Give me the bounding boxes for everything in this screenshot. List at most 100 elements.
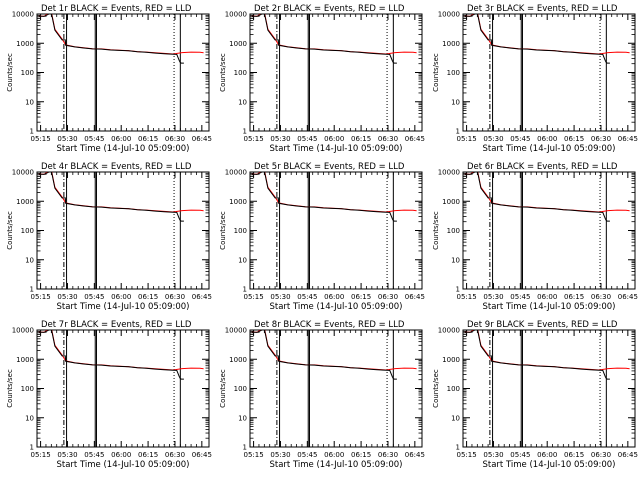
event-rate-line bbox=[251, 172, 397, 222]
x-tick-label: 06:00 bbox=[324, 135, 344, 143]
y-axis-label: Counts/sec bbox=[432, 369, 440, 408]
x-tick-label: 05:45 bbox=[510, 135, 530, 143]
y-axis-label: Counts/sec bbox=[219, 211, 227, 250]
x-axis-label: Start Time (14-Jul-10 05:09:00) bbox=[57, 460, 190, 470]
chart-panel-7: Det 7r BLACK = Events, RED = LLD 1 10 100 10… bbox=[6, 320, 212, 470]
y-tick-label: 100 bbox=[234, 227, 247, 235]
x-tick-label: 05:30 bbox=[270, 451, 290, 459]
y-tick-label: 10000 bbox=[12, 11, 34, 19]
x-tick-label: 06:45 bbox=[405, 293, 425, 301]
plot-frame bbox=[462, 171, 636, 290]
x-tick-label: 06:00 bbox=[537, 451, 557, 459]
chart-title: Det 3r BLACK = Events, RED = LLD bbox=[467, 4, 618, 14]
x-tick-label: 06:30 bbox=[591, 135, 611, 143]
plot-area bbox=[251, 14, 417, 131]
x-tick-label: 06:15 bbox=[351, 451, 371, 459]
x-axis-label: Start Time (14-Jul-10 05:09:00) bbox=[270, 144, 403, 154]
y-axis-label: Counts/sec bbox=[432, 211, 440, 250]
y-tick-label: 10000 bbox=[225, 327, 247, 335]
y-tick-label: 1000 bbox=[442, 356, 460, 364]
event-rate-line bbox=[251, 14, 397, 64]
x-tick-label: 05:15 bbox=[30, 451, 50, 459]
chart-panel-8: Det 8r BLACK = Events, RED = LLD 1 10 100 10… bbox=[219, 320, 425, 470]
event-rate-line bbox=[464, 172, 610, 222]
chart-panel-3: Det 3r BLACK = Events, RED = LLD 1 10 100 10… bbox=[432, 4, 638, 154]
x-tick-label: 06:45 bbox=[618, 451, 638, 459]
plot-area bbox=[251, 172, 417, 289]
x-tick-label: 05:15 bbox=[456, 451, 476, 459]
y-tick-label: 100 bbox=[21, 385, 34, 393]
plot-frame bbox=[36, 171, 210, 290]
x-tick-label: 06:30 bbox=[378, 293, 398, 301]
y-tick-label: 100 bbox=[447, 227, 460, 235]
x-tick-label: 05:15 bbox=[243, 451, 263, 459]
y-tick-label: 10 bbox=[451, 98, 460, 106]
chart-panel-5: Det 5r BLACK = Events, RED = LLD 1 10 100 10… bbox=[219, 162, 425, 312]
chart-panel-2: Det 2r BLACK = Events, RED = LLD 1 10 100 10… bbox=[219, 4, 425, 154]
y-tick-label: 1 bbox=[30, 128, 34, 136]
chart-panel-1: Det 1r BLACK = Events, RED = LLD 1 10 100 10… bbox=[6, 4, 212, 154]
y-tick-label: 1000 bbox=[16, 198, 34, 206]
y-tick-label: 10000 bbox=[12, 327, 34, 335]
event-rate-line bbox=[251, 330, 397, 380]
x-tick-label: 06:30 bbox=[165, 135, 185, 143]
plot-frame bbox=[36, 13, 210, 132]
x-tick-label: 06:15 bbox=[564, 451, 584, 459]
x-axis-label: Start Time (14-Jul-10 05:09:00) bbox=[483, 144, 616, 154]
y-tick-label: 10000 bbox=[225, 169, 247, 177]
x-tick-label: 06:15 bbox=[564, 293, 584, 301]
y-tick-label: 1 bbox=[30, 286, 34, 294]
x-tick-label: 06:45 bbox=[405, 135, 425, 143]
x-axis-label: Start Time (14-Jul-10 05:09:00) bbox=[57, 302, 190, 312]
event-rate-line bbox=[38, 14, 184, 64]
y-tick-label: 10 bbox=[451, 256, 460, 264]
chart-title: Det 1r BLACK = Events, RED = LLD bbox=[41, 4, 192, 14]
plot-frame bbox=[249, 329, 423, 448]
chart-title: Det 6r BLACK = Events, RED = LLD bbox=[467, 162, 618, 172]
event-rate-line bbox=[38, 172, 184, 222]
x-tick-label: 05:30 bbox=[483, 293, 503, 301]
x-tick-label: 06:00 bbox=[324, 293, 344, 301]
chart-panel-6: Det 6r BLACK = Events, RED = LLD 1 10 100 10… bbox=[432, 162, 638, 312]
x-tick-label: 05:15 bbox=[30, 293, 50, 301]
y-tick-label: 1 bbox=[243, 444, 247, 452]
chart-title: Det 7r BLACK = Events, RED = LLD bbox=[41, 320, 192, 330]
plot-area bbox=[464, 14, 630, 131]
x-tick-label: 06:00 bbox=[111, 293, 131, 301]
x-tick-label: 06:45 bbox=[192, 451, 212, 459]
x-tick-label: 05:30 bbox=[57, 135, 77, 143]
x-axis-label: Start Time (14-Jul-10 05:09:00) bbox=[270, 460, 403, 470]
x-tick-label: 06:00 bbox=[111, 451, 131, 459]
x-tick-label: 06:15 bbox=[138, 135, 158, 143]
x-axis-label: Start Time (14-Jul-10 05:09:00) bbox=[483, 302, 616, 312]
y-tick-label: 1000 bbox=[229, 40, 247, 48]
plot-area bbox=[38, 14, 204, 131]
chart-title: Det 2r BLACK = Events, RED = LLD bbox=[254, 4, 405, 14]
y-tick-label: 100 bbox=[447, 69, 460, 77]
y-tick-label: 1 bbox=[243, 286, 247, 294]
y-tick-label: 10 bbox=[238, 98, 247, 106]
x-tick-label: 05:15 bbox=[456, 135, 476, 143]
event-rate-line bbox=[464, 330, 610, 380]
y-tick-label: 10000 bbox=[438, 11, 460, 19]
plot-frame bbox=[249, 13, 423, 132]
x-tick-label: 06:00 bbox=[324, 451, 344, 459]
x-tick-label: 05:15 bbox=[456, 293, 476, 301]
y-tick-label: 10 bbox=[25, 256, 34, 264]
x-tick-label: 06:30 bbox=[165, 293, 185, 301]
x-tick-label: 06:15 bbox=[351, 135, 371, 143]
x-tick-label: 06:45 bbox=[192, 293, 212, 301]
x-tick-label: 05:30 bbox=[57, 293, 77, 301]
x-tick-label: 05:30 bbox=[270, 135, 290, 143]
x-tick-label: 06:30 bbox=[591, 451, 611, 459]
x-tick-label: 05:30 bbox=[483, 451, 503, 459]
chart-title: Det 5r BLACK = Events, RED = LLD bbox=[254, 162, 405, 172]
x-tick-label: 06:15 bbox=[351, 293, 371, 301]
y-tick-label: 10000 bbox=[225, 11, 247, 19]
x-tick-label: 05:45 bbox=[510, 293, 530, 301]
x-tick-label: 06:45 bbox=[192, 135, 212, 143]
y-tick-label: 10 bbox=[451, 414, 460, 422]
y-tick-label: 1000 bbox=[229, 198, 247, 206]
x-tick-label: 05:15 bbox=[243, 135, 263, 143]
